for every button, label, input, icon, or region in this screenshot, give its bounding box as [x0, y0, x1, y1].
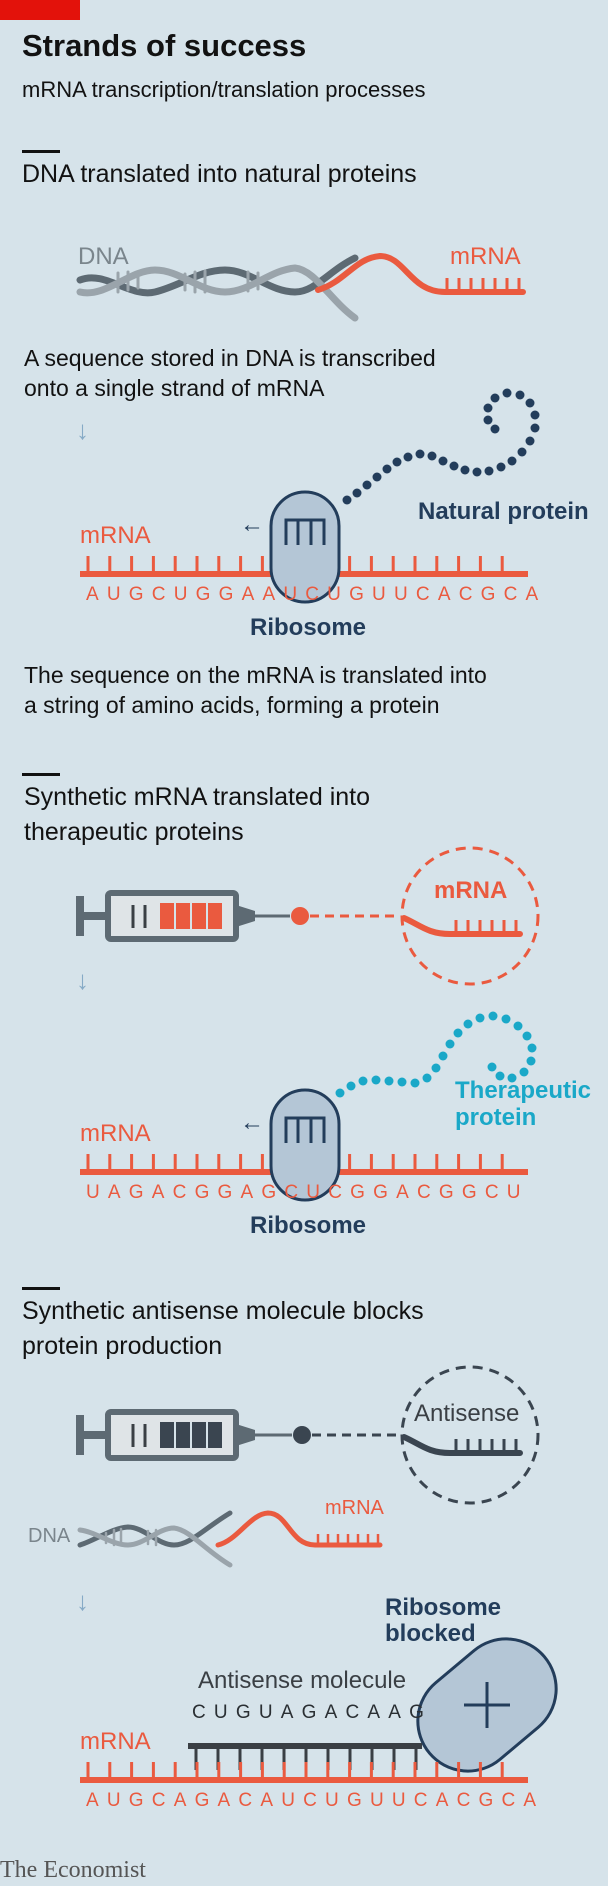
- mrna-label: mRNA: [80, 522, 151, 549]
- chart-subtitle: mRNA transcription/translation processes: [22, 77, 426, 102]
- mrna-strand-top: [315, 252, 526, 295]
- antisense-bubble-label: Antisense: [414, 1400, 520, 1427]
- mrna-label: mRNA: [80, 1120, 151, 1147]
- caption2-line1: The sequence on the mRNA is translated i…: [24, 662, 487, 688]
- ribosome-label: Ribosome: [250, 1212, 367, 1239]
- therapeutic-protein-label-line1: Therapeutic: [455, 1077, 592, 1104]
- natural-protein-chain: [342, 388, 540, 505]
- left-arrow-icon: ←: [240, 1109, 264, 1136]
- ribosome-blocked-label-line2: blocked: [385, 1620, 476, 1647]
- ribosome-1: [269, 490, 341, 604]
- antisense-molecule-label: Antisense molecule: [198, 1667, 407, 1694]
- ribosome-blocked-label-line1: Ribosome: [385, 1594, 502, 1621]
- section3-heading-line1: Synthetic antisense molecule blocks: [22, 1297, 424, 1325]
- chart-title: Strands of success: [22, 28, 307, 63]
- caption2-line2: a string of amino acids, forming a prote…: [24, 692, 440, 718]
- caption1-line1: A sequence stored in DNA is transcribed: [24, 345, 436, 371]
- section3-heading-line2: protein production: [22, 1332, 223, 1360]
- mrna-label: mRNA: [325, 1497, 384, 1519]
- mrna-label: mRNA: [80, 1728, 151, 1755]
- left-arrow-icon: ←: [240, 511, 264, 538]
- syringe-mrna: [76, 890, 398, 942]
- mrna-sequence: UAGACGGAGCUCGGACGGCU: [86, 1182, 529, 1203]
- section-rule: [22, 1287, 60, 1290]
- mrna-strand-small: [215, 1510, 383, 1548]
- section-rule: [22, 150, 60, 153]
- bubble-mrna-label: mRNA: [434, 877, 508, 904]
- down-arrow-icon: ↓: [76, 415, 89, 445]
- section2-heading-line2: therapeutic proteins: [24, 818, 244, 846]
- therapeutic-protein-chain: [335, 1011, 537, 1098]
- caption1-line2: onto a single strand of mRNA: [24, 375, 325, 401]
- mrna-strand-3: [80, 1762, 528, 1783]
- dna-label: DNA: [78, 243, 129, 270]
- brand-red-tag: [0, 0, 80, 20]
- section2-heading-line1: Synthetic mRNA translated into: [24, 783, 370, 811]
- antisense-bubble: [400, 1365, 540, 1505]
- dna-helix-small: [77, 1510, 233, 1568]
- mrna-bubble: [400, 846, 540, 986]
- antisense-sequence: CUGUAGACAAG: [192, 1702, 433, 1723]
- therapeutic-protein-label-line2: protein: [455, 1104, 537, 1131]
- down-arrow-icon: ↓: [76, 965, 89, 995]
- ribosome-label: Ribosome: [250, 614, 367, 641]
- mrna-sequence: AUGCUGGAAUCUGUUCACGCA: [86, 584, 547, 605]
- dna-label: DNA: [28, 1525, 71, 1547]
- section1-heading: DNA translated into natural proteins: [22, 160, 417, 188]
- down-arrow-icon: ↓: [76, 1586, 89, 1616]
- brand-footer: The Economist: [0, 1857, 146, 1883]
- ribosome-blocked: [416, 1637, 558, 1773]
- syringe-antisense: [76, 1409, 398, 1461]
- ribosome-2: [269, 1088, 341, 1202]
- dna-helix: [76, 254, 359, 322]
- mrna-label: mRNA: [450, 243, 521, 270]
- natural-protein-label: Natural protein: [418, 498, 589, 525]
- section-rule: [22, 773, 60, 776]
- mrna-sequence: AUGCAGACAUCUGUUCACGCA: [86, 1790, 545, 1811]
